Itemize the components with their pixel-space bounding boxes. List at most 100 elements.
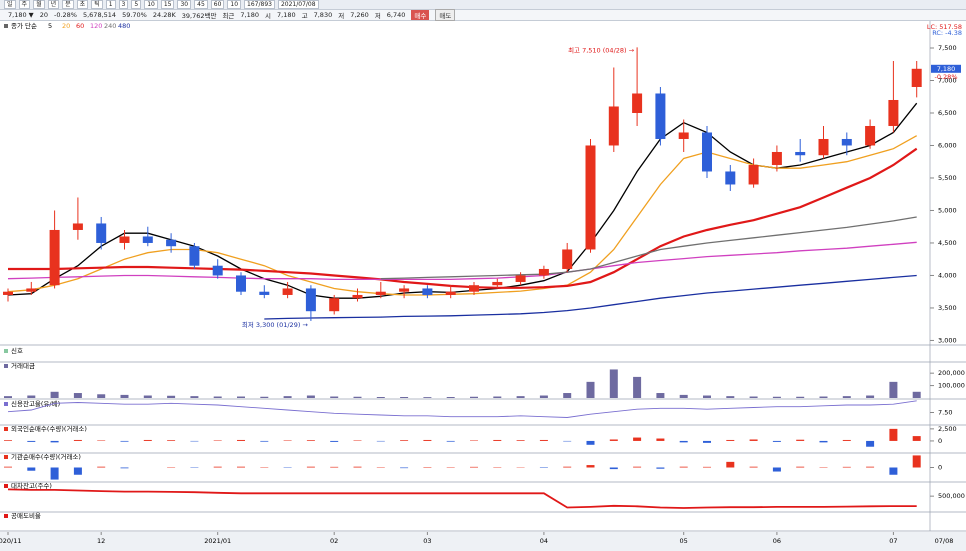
toolbar-button[interactable]: 일 <box>4 0 16 9</box>
quote-field: 7,180 <box>240 11 260 19</box>
end-date: 07/08 <box>935 537 954 545</box>
toolbar-button[interactable]: 15 <box>160 0 175 9</box>
toolbar-button[interactable]: 월 <box>33 0 45 9</box>
panel-title: 대차잔고(주수) <box>11 481 52 490</box>
ma-line <box>7 241 917 281</box>
bar <box>516 440 525 441</box>
trade-button[interactable]: 매수 <box>411 10 430 20</box>
bar <box>446 397 455 398</box>
toolbar-button[interactable]: 45 <box>194 0 208 9</box>
trade-button[interactable]: 매도 <box>435 9 456 21</box>
quote-field: 39,762백만 <box>181 12 217 20</box>
candle-body <box>375 291 386 295</box>
toolbar-button[interactable]: 60 <box>210 0 225 9</box>
panel-borders <box>0 21 966 532</box>
change-tag: -0.28% <box>935 73 958 81</box>
candle-body <box>515 275 526 282</box>
toolbar-button[interactable]: 초 <box>76 0 89 9</box>
panel-title: 기관순매수(수량)(거래소) <box>11 452 81 461</box>
panel-title: 거래대금 <box>11 361 35 370</box>
ma-line <box>7 135 918 296</box>
toolbar-button[interactable]: 1 <box>105 0 116 9</box>
bar <box>73 467 82 475</box>
bar <box>167 440 176 441</box>
background <box>0 21 966 551</box>
bar <box>796 396 805 398</box>
bar <box>493 439 502 441</box>
legend-entry: 240 <box>104 22 116 30</box>
bar <box>703 466 711 468</box>
info: RC: -4.38 <box>932 29 962 37</box>
candle-body <box>142 236 153 243</box>
toolbar-button[interactable]: 주 <box>18 0 31 9</box>
candle-body <box>445 291 456 295</box>
price-tag-box <box>931 64 961 73</box>
bar <box>120 467 129 469</box>
candle-body <box>72 223 83 230</box>
bar <box>27 467 36 471</box>
ma-line <box>380 216 917 280</box>
bar <box>213 396 222 398</box>
toolbar-button[interactable]: 167/893 <box>244 0 275 9</box>
bar <box>889 467 898 475</box>
bar <box>703 440 711 443</box>
candle-body <box>469 285 479 292</box>
panel-label: 공매도비율 <box>11 511 41 520</box>
y-tick-label: 4,000 <box>938 271 957 279</box>
x-tick-label: 02 <box>330 537 338 545</box>
bar <box>586 381 595 398</box>
bar <box>889 428 898 441</box>
bar <box>306 440 315 441</box>
bar <box>190 396 199 398</box>
candle-body <box>608 106 619 146</box>
legend-square <box>4 349 8 353</box>
x-tick-label: 03 <box>423 537 431 545</box>
toolbar-button[interactable]: 년 <box>47 0 60 9</box>
quote-field: 저 <box>374 12 381 20</box>
quote-field: 7,180 ▼ <box>8 11 34 19</box>
bar <box>819 440 828 443</box>
x-axis-bar <box>0 532 966 551</box>
bar <box>306 466 315 468</box>
panel-label: 신호 <box>11 346 23 355</box>
toolbar-button[interactable]: 분 <box>62 0 74 9</box>
candle-body <box>119 236 130 243</box>
bar <box>633 466 642 468</box>
price-tag: 7,180 <box>937 65 956 73</box>
bar <box>306 395 315 398</box>
bar <box>679 440 688 443</box>
candle-body <box>795 151 806 156</box>
bar <box>819 396 828 398</box>
toolbar-button[interactable]: 틱 <box>91 0 103 9</box>
data-line <box>7 488 917 509</box>
bar <box>73 393 82 398</box>
bar <box>586 465 595 468</box>
candle-body <box>771 151 782 165</box>
bar <box>586 440 595 445</box>
toolbar-button[interactable]: 10 <box>227 0 242 9</box>
candle-body <box>236 275 246 292</box>
x-tick-label: 2020/11 <box>0 537 22 545</box>
bar <box>400 467 409 469</box>
toolbar-button[interactable]: 3 <box>118 0 129 9</box>
bar <box>50 467 59 480</box>
bar <box>796 439 805 441</box>
toolbar-button[interactable]: 2021/07/08 <box>277 0 319 9</box>
bar <box>749 396 758 398</box>
toolbar-button[interactable]: 10 <box>144 0 158 9</box>
candle-body <box>725 171 736 185</box>
quote-field: 최근 <box>222 12 235 20</box>
bar <box>656 438 665 441</box>
bar <box>563 466 572 468</box>
toolbar-button[interactable]: 5 <box>131 0 142 9</box>
candle-body <box>888 99 899 126</box>
bar <box>4 396 12 398</box>
toolbar-button[interactable]: 30 <box>177 0 192 9</box>
quote-field: 7,260 <box>350 11 369 19</box>
bar <box>27 440 36 442</box>
candle-body <box>422 288 433 295</box>
candle-body <box>3 291 13 295</box>
bar <box>772 467 781 472</box>
bar <box>609 369 618 398</box>
